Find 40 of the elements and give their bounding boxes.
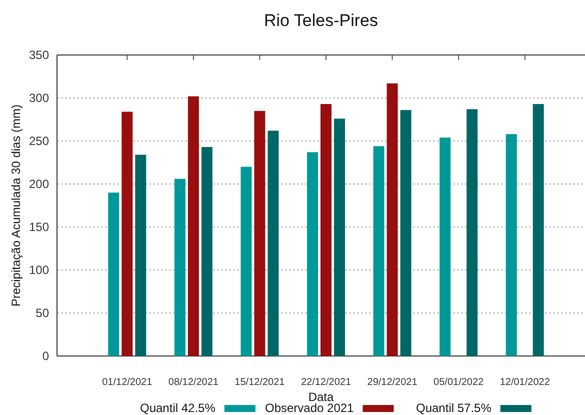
bar (201, 147, 212, 356)
x-tick-label: 22/12/2021 (300, 377, 352, 388)
y-tick-label: 200 (28, 176, 50, 191)
bar (254, 110, 266, 356)
bar (174, 178, 186, 356)
bar (268, 130, 279, 356)
bar (320, 104, 332, 356)
bar (386, 83, 398, 356)
bar (122, 112, 133, 356)
y-tick-label: 50 (36, 306, 50, 320)
x-tick-label: 29/12/2021 (367, 377, 418, 388)
bar (135, 154, 146, 356)
y-tick-label: 250 (28, 134, 50, 148)
bar (108, 192, 120, 356)
bar (400, 110, 412, 356)
bar (334, 118, 345, 356)
y-tick-label: 100 (28, 262, 50, 277)
x-tick-label: 12/01/2022 (500, 377, 550, 388)
bar (440, 138, 451, 356)
bar (307, 152, 318, 356)
y-tick-label: 150 (28, 220, 50, 234)
bar (240, 166, 252, 356)
chart-title: Rio Teles-Pires (264, 11, 378, 30)
legend-label: Quantil 42.5% (140, 401, 216, 415)
x-tick-label: 05/01/2022 (434, 377, 484, 388)
y-tick-label: 0 (42, 348, 50, 363)
x-tick-label: 01/12/2021 (102, 377, 153, 388)
x-tick-label: 08/12/2021 (168, 377, 219, 388)
bar (466, 109, 478, 356)
y-tick-label: 300 (28, 90, 50, 105)
x-tick-label: 15/12/2021 (234, 377, 286, 388)
y-tick-label: 350 (28, 48, 50, 62)
bar (532, 104, 544, 356)
bar (373, 146, 384, 356)
legend-label: Quantil 57.5% (416, 401, 492, 415)
bar (506, 134, 517, 356)
x-axis-title: Data (308, 390, 334, 404)
y-axis-title: Precipitação Acumulada 30 dias (mm) (9, 104, 23, 307)
bar (188, 96, 199, 356)
legend-label: Observado 2021 (265, 401, 354, 415)
